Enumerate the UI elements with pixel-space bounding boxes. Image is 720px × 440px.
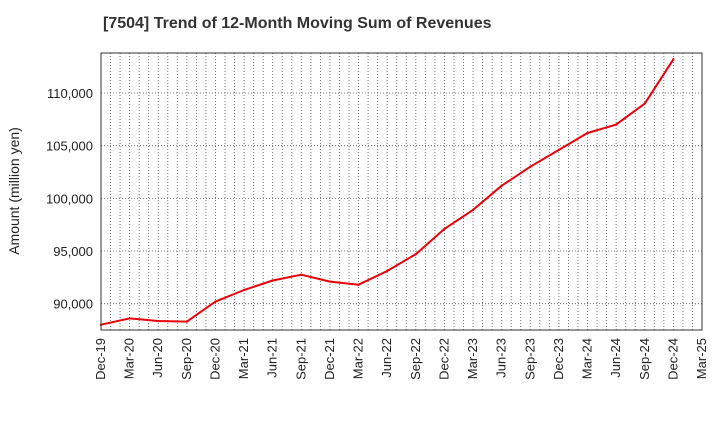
data-point <box>328 280 332 283</box>
x-tick-label: Jun-20 <box>150 338 165 378</box>
data-point <box>357 283 360 286</box>
data-point <box>300 273 303 276</box>
x-tick-label: Dec-24 <box>665 338 680 380</box>
x-tick-label: Dec-21 <box>322 338 337 380</box>
x-tick-label: Mar-20 <box>122 338 137 379</box>
data-point <box>385 269 389 273</box>
y-axis-title: Amount (million yen) <box>6 127 22 255</box>
data-point <box>500 184 503 187</box>
x-tick-label: Sep-23 <box>522 338 537 380</box>
x-tick-label: Jun-24 <box>608 338 623 378</box>
plot-frame <box>100 52 703 331</box>
chart-title: [7504] Trend of 12-Month Moving Sum of R… <box>103 15 492 32</box>
data-point <box>529 165 532 168</box>
x-tick-label: Jun-22 <box>379 338 394 378</box>
data-point <box>643 102 646 105</box>
y-axis-tick-labels: 90,000 95,000 100,000 105,000 110,000 <box>46 86 93 312</box>
x-tick-label: Sep-21 <box>293 338 308 380</box>
data-point <box>471 208 475 212</box>
data-point <box>185 320 189 323</box>
x-tick-label: Sep-20 <box>179 338 194 380</box>
data-point <box>128 317 131 320</box>
data-point <box>271 279 274 282</box>
grid-lines <box>101 53 702 330</box>
series-line-group <box>99 58 675 326</box>
x-tick-label: Sep-24 <box>637 338 652 380</box>
x-tick-label: Dec-19 <box>93 338 108 380</box>
data-point <box>214 300 217 303</box>
x-axis-tick-labels: Dec-19 Mar-20 Jun-20 Sep-20 Dec-20 Mar-21 Jun-… <box>93 338 709 380</box>
y-tick-label: 110,000 <box>47 86 93 101</box>
x-tick-label: Mar-24 <box>580 338 595 379</box>
data-point <box>614 123 618 126</box>
x-tick-label: Dec-23 <box>551 338 566 380</box>
x-tick-label: Mar-25 <box>694 338 709 379</box>
y-tick-label: 100,000 <box>46 191 93 206</box>
x-tick-label: Mar-23 <box>465 338 480 379</box>
y-tick-label: 90,000 <box>53 297 93 312</box>
y-tick-label: 95,000 <box>53 244 93 259</box>
x-tick-label: Mar-22 <box>351 338 366 379</box>
data-point <box>557 148 561 152</box>
data-point <box>672 58 675 61</box>
x-tick-label: Dec-22 <box>436 338 451 380</box>
x-tick-label: Jun-21 <box>265 338 280 378</box>
data-point <box>414 252 418 256</box>
x-tick-label: Sep-22 <box>408 338 423 380</box>
data-point <box>242 288 246 292</box>
data-point <box>157 319 160 323</box>
data-point <box>586 131 589 135</box>
x-tick-label: Jun-23 <box>494 338 509 378</box>
x-tick-label: Dec-20 <box>207 338 222 380</box>
y-tick-label: 105,000 <box>46 139 93 154</box>
x-tick-label: Mar-21 <box>236 338 251 379</box>
data-point <box>443 227 446 231</box>
